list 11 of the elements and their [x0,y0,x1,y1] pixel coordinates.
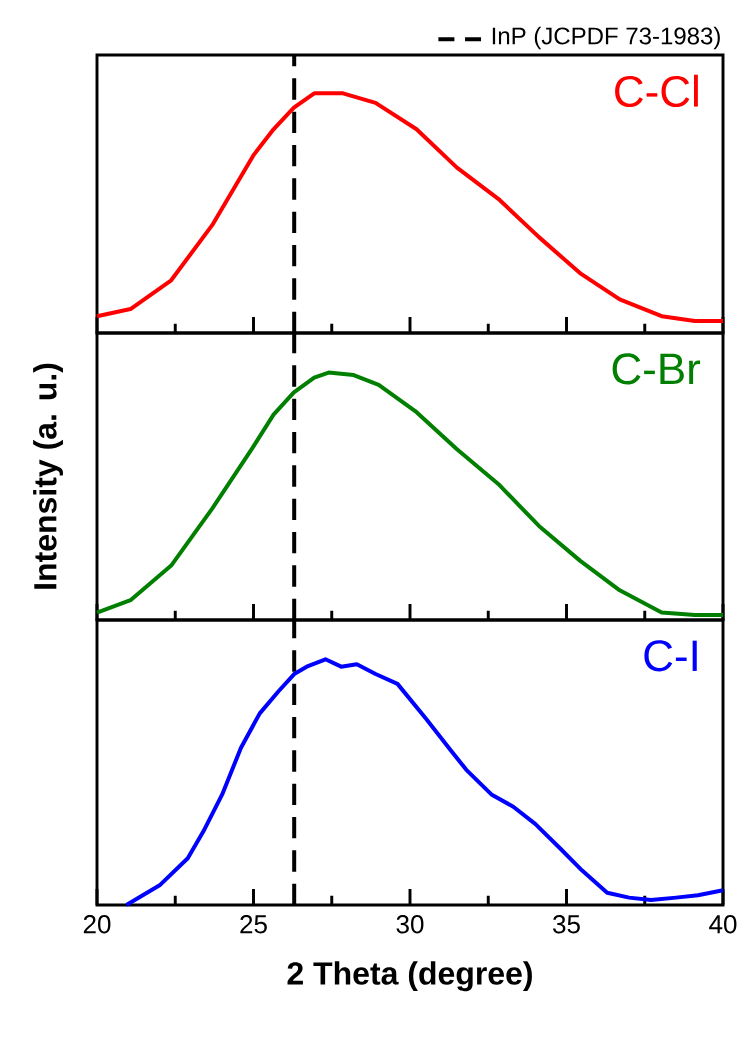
ref-line-label: InP (JCPDF 73-1983) [492,26,720,50]
y-axis-title: Intensity (a. u.) [33,363,63,589]
x-tick-label: 20 [83,915,111,934]
text: C-Br [612,353,701,385]
text: C-I [644,640,697,672]
text: C-Cl [615,74,698,108]
x-axis-title: 2 Theta (degree) [287,961,532,992]
x-tick-label: 40 [709,915,737,934]
x-tick-label: 35 [553,915,580,934]
x-tick-label: 25 [240,915,267,934]
x-tick-label: 30 [396,915,424,934]
